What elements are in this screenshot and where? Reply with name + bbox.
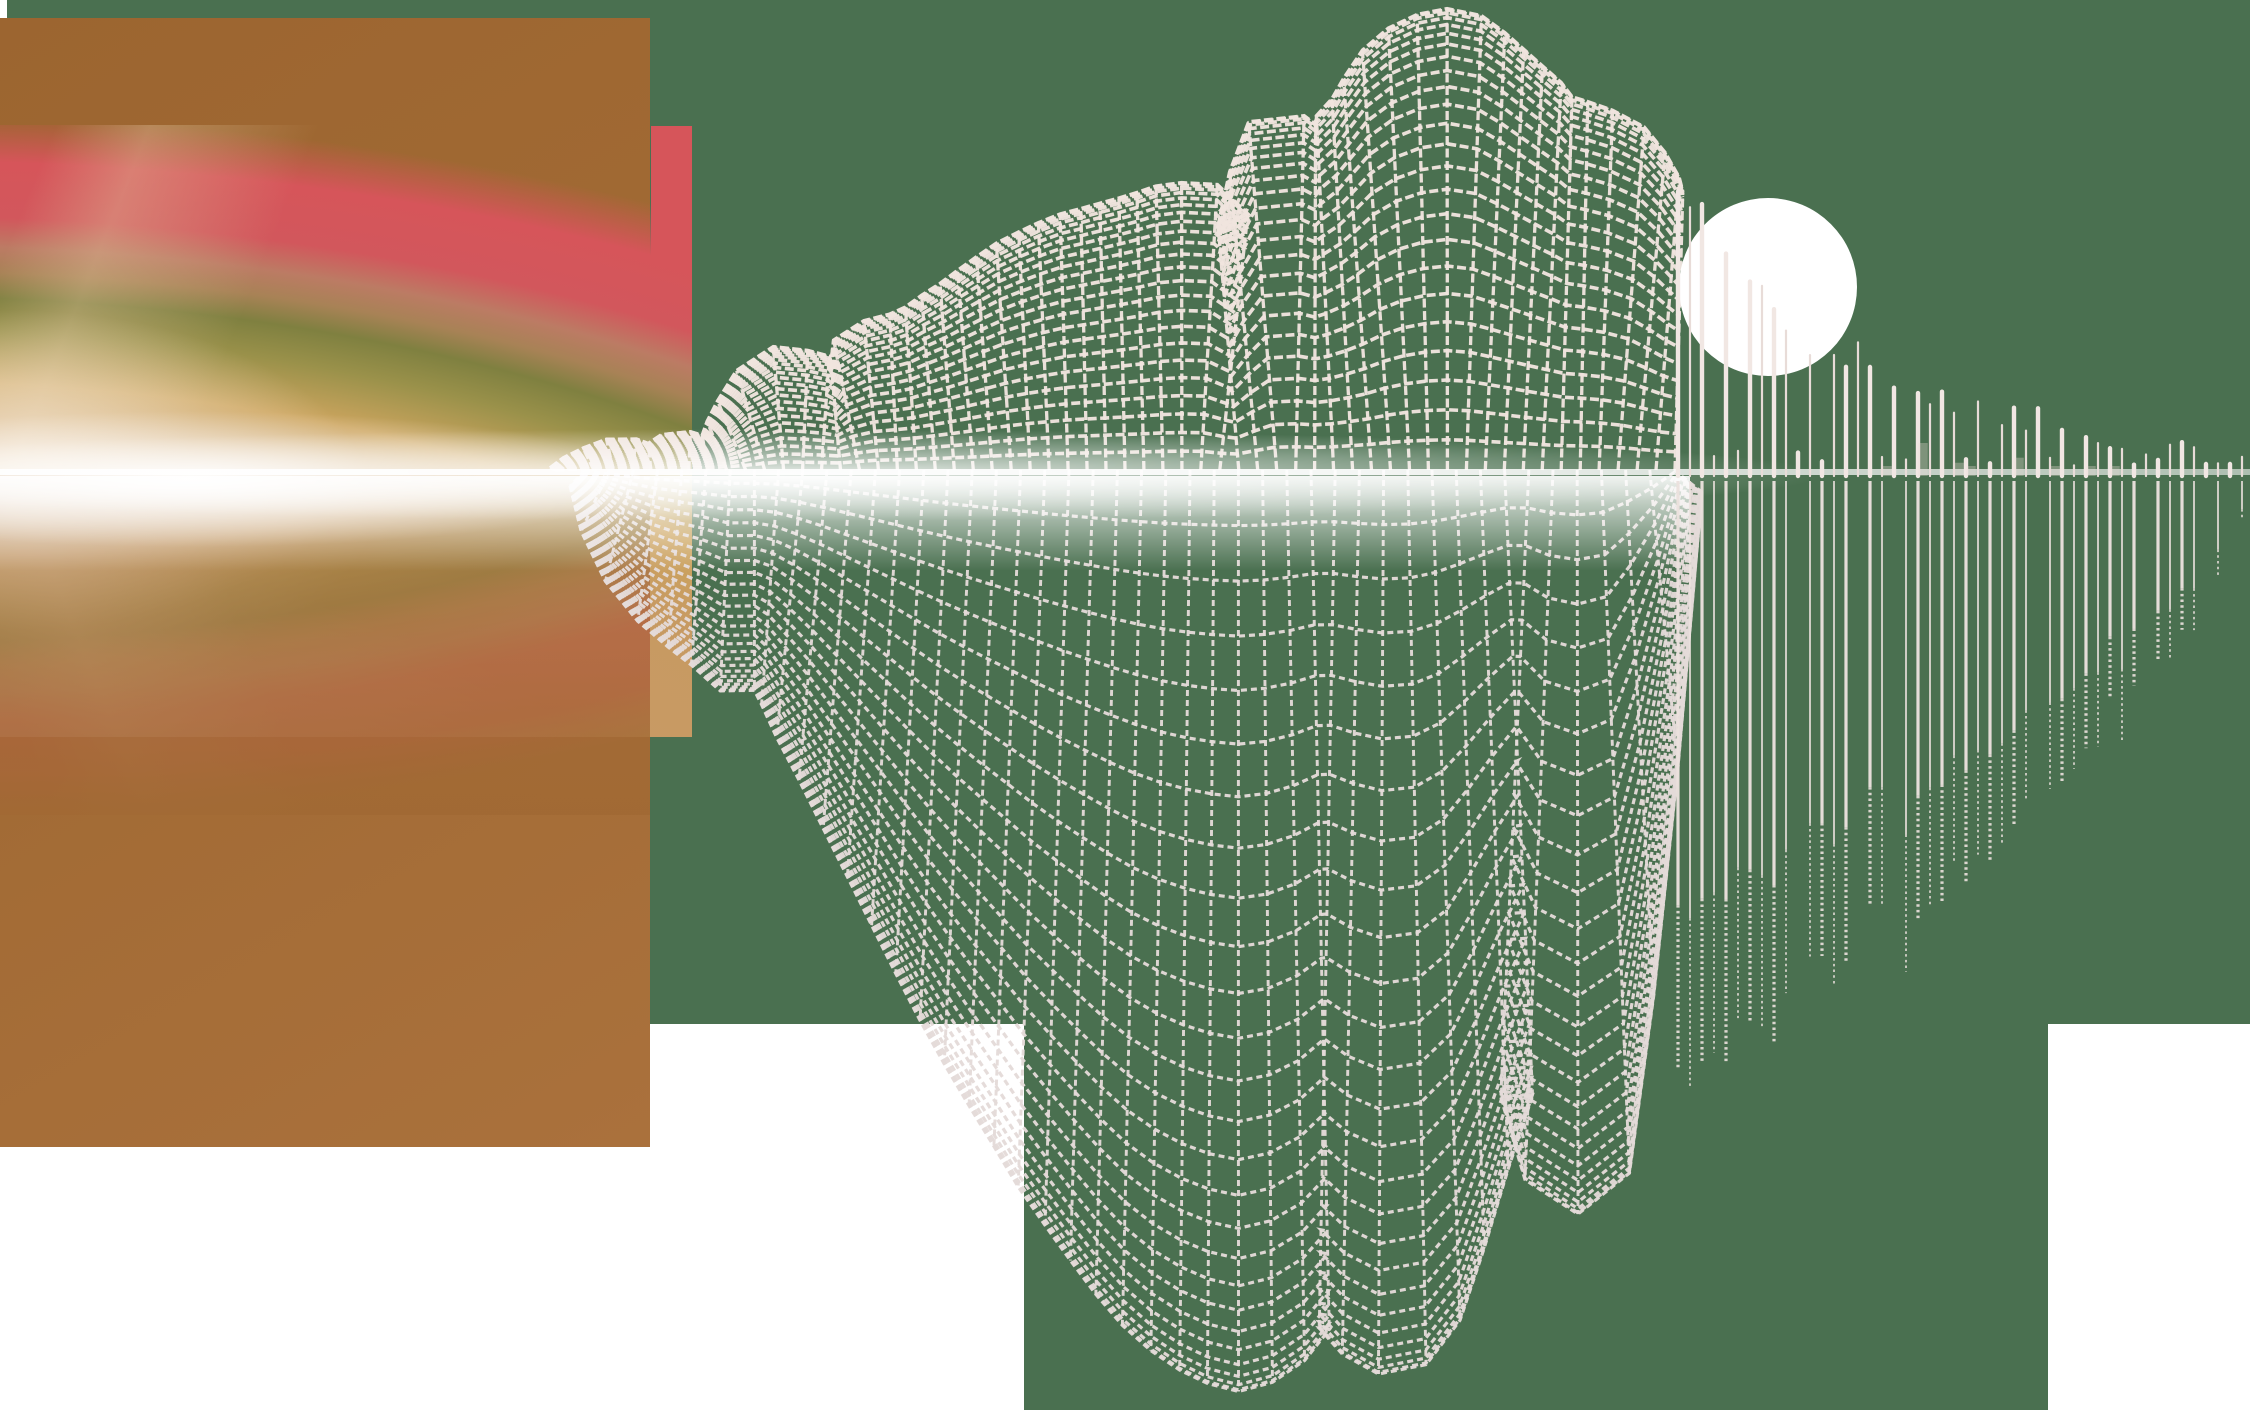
background-green-column [1024, 1023, 2048, 1410]
sun-disc [1679, 198, 1857, 376]
horizon-glow-left [0, 388, 950, 578]
horizon-mirror-line [0, 469, 2250, 475]
